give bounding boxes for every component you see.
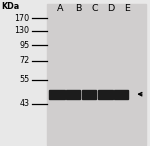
Text: 95: 95 bbox=[19, 41, 29, 50]
Text: B: B bbox=[75, 4, 81, 13]
Text: C: C bbox=[91, 4, 98, 13]
Text: A: A bbox=[57, 4, 63, 13]
Text: 43: 43 bbox=[19, 99, 29, 108]
Text: KDa: KDa bbox=[2, 2, 20, 11]
Bar bbox=[82, 90, 96, 99]
Bar bbox=[114, 90, 128, 99]
Bar bbox=[66, 90, 80, 99]
Text: D: D bbox=[107, 4, 115, 13]
Text: 170: 170 bbox=[14, 14, 29, 23]
Text: 72: 72 bbox=[19, 56, 29, 65]
Text: 130: 130 bbox=[14, 26, 29, 35]
Bar bbox=[47, 4, 146, 145]
Bar bbox=[49, 90, 64, 99]
Text: 55: 55 bbox=[19, 75, 29, 84]
Text: E: E bbox=[124, 4, 130, 13]
Bar bbox=[98, 90, 112, 99]
